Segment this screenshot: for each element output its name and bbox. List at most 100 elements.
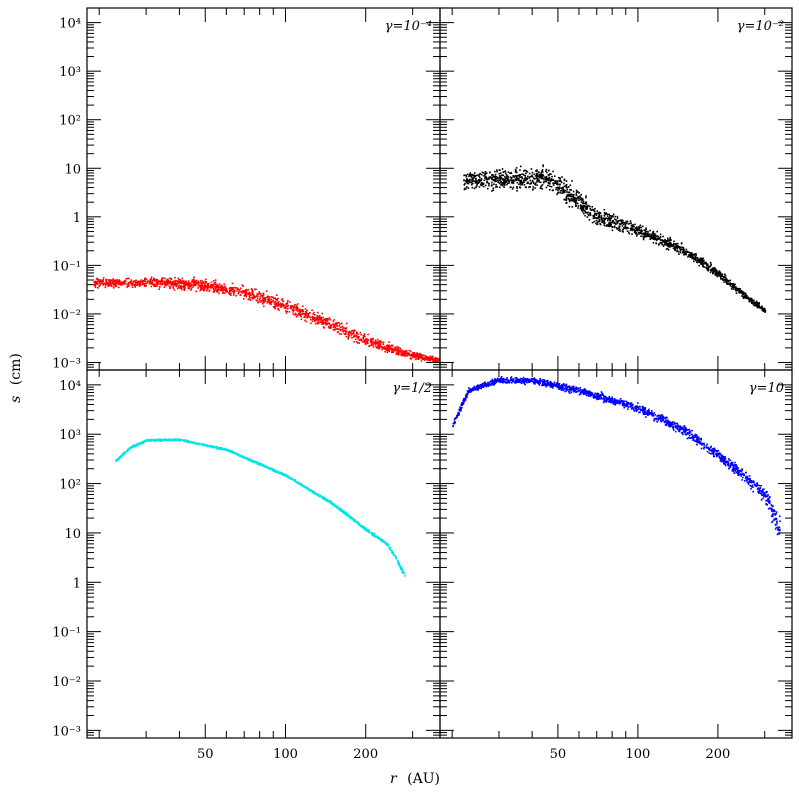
scatter-point (385, 347, 388, 349)
scatter-point (707, 268, 709, 271)
scatter-point (433, 358, 436, 360)
scatter-point (295, 304, 298, 307)
scatter-point (542, 165, 544, 168)
scatter-point (505, 179, 508, 182)
scatter-point (518, 177, 520, 180)
scatter-point (355, 335, 358, 337)
scatter-point (636, 229, 639, 232)
scatter-point (391, 351, 393, 354)
scatter-point (201, 282, 203, 284)
scatter-point (511, 188, 514, 190)
scatter-point (516, 179, 518, 181)
scatter-point (631, 225, 634, 227)
scatter-point (334, 326, 337, 329)
scatter-point (425, 356, 427, 358)
scatter-point (696, 261, 699, 264)
scatter-point (575, 201, 577, 203)
scatter-point (199, 286, 202, 289)
scatter-point (325, 323, 328, 326)
scatter-point (285, 312, 288, 314)
scatter-point (387, 349, 390, 352)
scatter-point (328, 323, 331, 326)
scatter-point (224, 292, 226, 294)
scatter-point (231, 289, 233, 291)
scatter-point (667, 244, 670, 247)
scatter-point (395, 353, 398, 356)
scatter-point (172, 280, 175, 283)
scatter-point (575, 193, 578, 195)
scatter-point (315, 319, 317, 322)
scatter-point (405, 351, 408, 354)
scatter-point (344, 511, 347, 513)
scatter-point (294, 480, 296, 483)
scatter-point (512, 175, 514, 177)
scatter-point (659, 236, 661, 239)
scatter-point (698, 259, 700, 261)
scatter-point (244, 293, 247, 295)
scatter-point (422, 354, 424, 356)
scatter-point (629, 220, 632, 222)
scatter-point (680, 248, 683, 251)
scatter-point (267, 296, 270, 298)
scatter-point (285, 302, 288, 305)
scatter-point (314, 319, 316, 321)
scatter-point (323, 322, 325, 324)
scatter-point (597, 217, 600, 219)
scatter-point (696, 259, 698, 262)
scatter-point (242, 291, 245, 293)
scatter-point (495, 186, 497, 188)
scatter-point (419, 356, 422, 358)
scatter-point (473, 187, 476, 190)
scatter-point (531, 179, 534, 182)
scatter-point (278, 305, 280, 307)
scatter-point (309, 312, 311, 314)
scatter-point (305, 313, 307, 316)
scatter-point (330, 327, 332, 329)
scatter-point (683, 248, 685, 251)
scatter-point (494, 173, 497, 176)
scatter-point (367, 339, 370, 341)
scatter-point (639, 229, 641, 232)
scatter-point (381, 539, 383, 541)
scatter-point (329, 502, 332, 504)
scatter-point (640, 229, 643, 231)
scatter-point (391, 551, 393, 554)
scatter-point (229, 290, 232, 292)
scatter-point (175, 280, 178, 282)
scatter-point (645, 235, 647, 238)
scatter-point (316, 316, 318, 319)
scatter-point (207, 287, 209, 290)
scatter-point (183, 289, 186, 292)
scatter-point (705, 261, 707, 264)
scatter-point (565, 186, 568, 188)
scatter-point (161, 277, 163, 280)
scatter-point (202, 287, 204, 290)
scatter-point (215, 286, 217, 288)
scatter-point (105, 281, 107, 284)
scatter-point (647, 230, 649, 233)
scatter-point (156, 278, 159, 281)
scatter-point (347, 514, 350, 516)
scatter-point (196, 281, 198, 284)
scatter-point (509, 176, 512, 178)
scatter-point (182, 280, 184, 282)
scatter-point (118, 282, 120, 285)
scatter-point (474, 175, 477, 177)
scatter-point (399, 349, 402, 352)
scatter-point (351, 333, 353, 335)
scatter-point (726, 283, 728, 285)
scatter-point (583, 209, 585, 212)
scatter-point (106, 281, 108, 283)
scatter-point (203, 284, 206, 287)
scatter-point (410, 355, 412, 357)
scatter-point (104, 286, 107, 289)
scatter-point (270, 301, 273, 304)
scatter-point (347, 335, 350, 338)
scatter-point (111, 280, 114, 283)
scatter-point (545, 176, 547, 179)
scatter-point (508, 182, 510, 184)
scatter-point (320, 321, 322, 323)
scatter-point (146, 282, 148, 284)
scatter-point (557, 183, 559, 186)
